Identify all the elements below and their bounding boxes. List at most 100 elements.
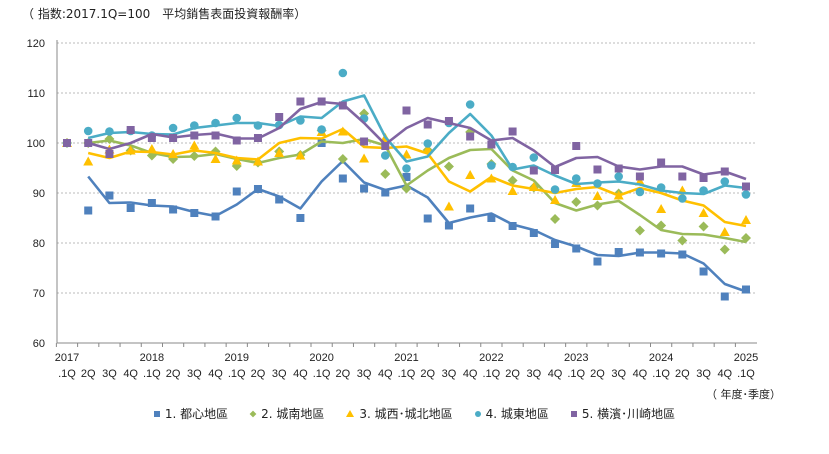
data-point bbox=[699, 186, 708, 195]
data-point bbox=[253, 121, 263, 130]
data-point bbox=[486, 173, 497, 183]
data-point bbox=[402, 173, 411, 181]
data-point bbox=[720, 177, 730, 186]
data-point bbox=[104, 134, 115, 144]
x-quarter-label: 3Q bbox=[696, 368, 711, 380]
x-quarter-label: 3Q bbox=[442, 368, 457, 380]
data-point bbox=[380, 151, 390, 160]
data-point bbox=[338, 68, 348, 78]
x-quarter-label: 4Q bbox=[208, 368, 223, 380]
x-quarter-label: 3Q bbox=[272, 368, 287, 380]
data-point bbox=[466, 204, 475, 213]
data-point bbox=[465, 170, 476, 179]
data-point bbox=[296, 97, 305, 106]
x-quarter-label: 2Q bbox=[251, 368, 266, 380]
data-point bbox=[169, 205, 178, 214]
data-point bbox=[741, 190, 751, 199]
legend-item: 5. 横濱･川崎地區 bbox=[570, 405, 676, 422]
x-axis-unit-label: （ 年度･季度） bbox=[706, 388, 781, 401]
series-trend-line bbox=[87, 100, 747, 181]
data-point bbox=[84, 206, 93, 215]
x-year-label: 2018 bbox=[140, 352, 164, 364]
y-tick-label: 80 bbox=[33, 238, 45, 250]
data-point bbox=[275, 113, 284, 121]
data-point bbox=[678, 250, 687, 259]
data-point bbox=[593, 165, 602, 174]
data-point bbox=[742, 285, 750, 294]
x-quarter-label: 3Q bbox=[526, 368, 541, 380]
data-point bbox=[253, 134, 262, 142]
x-quarter-label: 2Q bbox=[590, 368, 605, 380]
legend-label: 5. 横濱･川崎地區 bbox=[581, 407, 676, 421]
legend-label: 1. 都心地區 bbox=[164, 407, 229, 421]
data-point bbox=[402, 106, 411, 115]
data-point bbox=[126, 204, 135, 212]
data-point bbox=[232, 113, 242, 123]
data-point bbox=[317, 97, 326, 106]
data-point bbox=[614, 248, 623, 256]
legend-swatch bbox=[474, 410, 481, 417]
data-point bbox=[190, 209, 199, 217]
data-point bbox=[147, 134, 156, 142]
data-point bbox=[337, 126, 348, 136]
data-point bbox=[720, 292, 729, 301]
data-point bbox=[742, 182, 750, 191]
data-point bbox=[83, 126, 93, 136]
x-quarter-label: 4Q bbox=[633, 368, 648, 380]
data-point bbox=[125, 145, 136, 155]
data-point bbox=[677, 235, 688, 246]
data-point bbox=[508, 127, 517, 136]
data-point bbox=[550, 185, 560, 194]
data-point bbox=[635, 248, 644, 257]
legend-label: 2. 城南地區 bbox=[261, 407, 325, 421]
data-point bbox=[338, 101, 347, 110]
data-point bbox=[487, 161, 496, 170]
x-quarter-label: 3Q bbox=[102, 368, 117, 380]
data-point bbox=[211, 212, 220, 221]
x-quarter-label: 4Q bbox=[548, 368, 563, 380]
legend: 1. 都心地區 2. 城南地區 3. 城西･城北地區 4. 城東地區 5. 横濱… bbox=[0, 405, 829, 422]
y-tick-label: 110 bbox=[27, 88, 45, 100]
x-quarter-label: 2Q bbox=[166, 368, 181, 380]
data-point bbox=[211, 131, 220, 140]
series-3 bbox=[62, 126, 751, 236]
data-point bbox=[317, 125, 326, 134]
data-point bbox=[571, 197, 582, 207]
x-quarter-label: 2Q bbox=[675, 368, 690, 380]
data-point bbox=[274, 148, 285, 157]
x-quarter-label: .1Q bbox=[737, 368, 755, 380]
data-point bbox=[507, 175, 518, 186]
x-year-label: 2022 bbox=[479, 352, 503, 364]
y-tick-label: 70 bbox=[33, 288, 45, 300]
data-point bbox=[528, 182, 539, 191]
data-point bbox=[572, 142, 581, 150]
series-2 bbox=[62, 108, 751, 255]
data-point bbox=[83, 156, 94, 166]
data-point bbox=[593, 179, 602, 188]
data-point bbox=[678, 172, 687, 181]
data-point bbox=[614, 172, 623, 181]
x-quarter-label: 3Q bbox=[187, 368, 202, 380]
data-point bbox=[423, 214, 432, 223]
data-point bbox=[231, 155, 242, 165]
x-quarter-label: .1Q bbox=[228, 368, 246, 380]
data-point bbox=[443, 201, 454, 211]
y-tick-label: 120 bbox=[27, 38, 45, 50]
x-quarter-label: 3Q bbox=[357, 368, 372, 380]
data-point bbox=[634, 225, 645, 236]
data-point bbox=[360, 137, 369, 146]
chart-title: （ 指数:2017.1Q=100 平均銷售表面投資報酬率） bbox=[22, 7, 307, 21]
x-year-label: 2025 bbox=[734, 352, 758, 364]
x-quarter-label: .1Q bbox=[567, 368, 585, 380]
data-point bbox=[508, 222, 517, 230]
data-point bbox=[551, 240, 560, 248]
x-year-label: 2017 bbox=[55, 352, 79, 364]
data-point bbox=[381, 142, 390, 150]
data-point bbox=[487, 140, 496, 149]
x-quarter-label: 4Q bbox=[378, 368, 393, 380]
data-point bbox=[719, 227, 730, 236]
legend-item: 4. 城東地區 bbox=[474, 405, 549, 422]
data-point bbox=[190, 121, 199, 130]
data-point bbox=[402, 164, 411, 173]
